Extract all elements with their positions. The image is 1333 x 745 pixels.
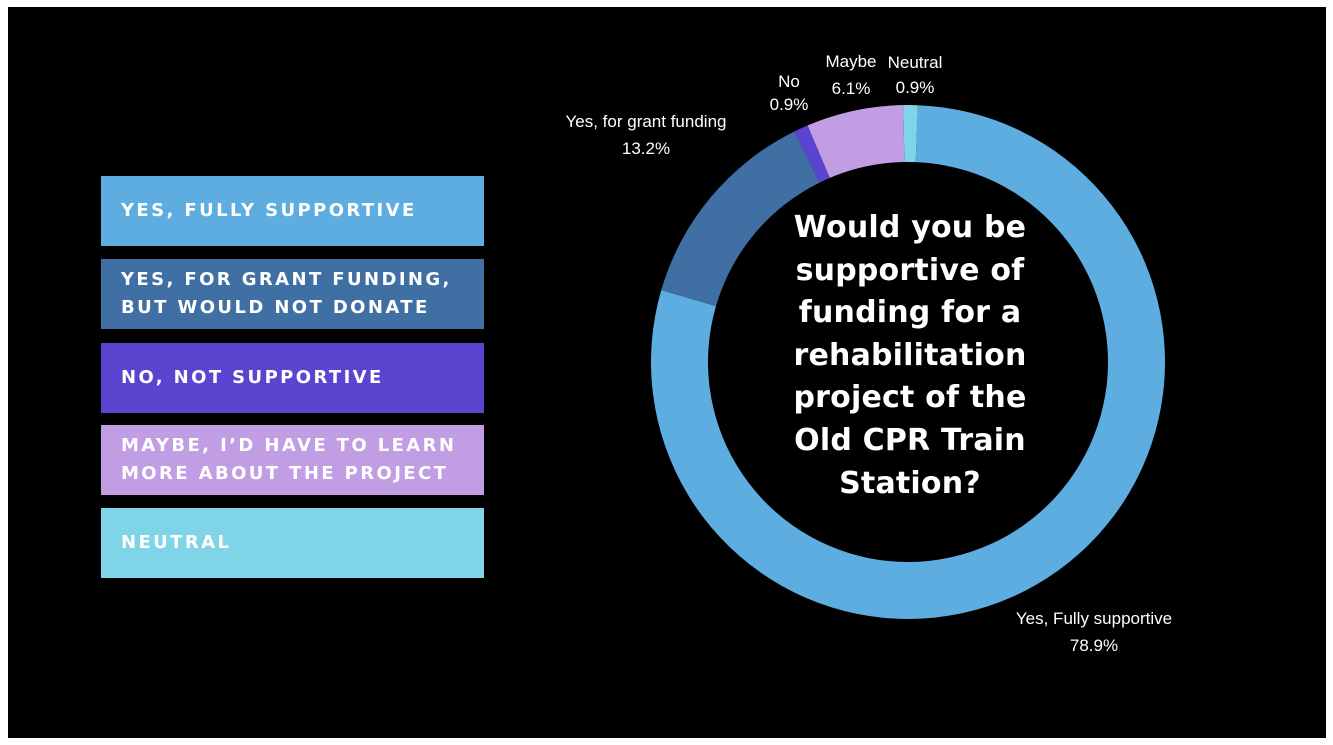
label-fully-supportive-name: Yes, Fully supportive (1016, 609, 1172, 628)
slice-no (794, 125, 830, 183)
legend-item-not-supportive: NO, NOT SUPPORTIVE (101, 343, 484, 413)
label-grant-funding-value: 13.2% (622, 139, 670, 158)
slice-neutral (903, 104, 918, 163)
label-maybe-name: Maybe (825, 52, 876, 71)
label-maybe-value: 6.1% (832, 79, 871, 98)
legend-item-maybe: MAYBE, I’D HAVE TO LEARN MORE ABOUT THE … (101, 425, 484, 495)
label-no-name: No (778, 72, 800, 91)
legend-item-grant-funding: YES, FOR GRANT FUNDING, BUT WOULD NOT DO… (101, 259, 484, 329)
legend-item-fully-supportive: YES, FULLY SUPPORTIVE (101, 176, 484, 246)
label-no-value: 0.9% (770, 95, 809, 114)
label-neutral-name: Neutral (888, 53, 943, 72)
label-grant-funding-name: Yes, for grant funding (566, 112, 727, 131)
chart-title: Would you be supportive of funding for a… (793, 210, 1027, 501)
slice-maybe (807, 105, 905, 178)
label-neutral-value: 0.9% (896, 78, 935, 97)
label-fully-supportive-value: 78.9% (1070, 636, 1118, 655)
legend-item-neutral: NEUTRAL (101, 508, 484, 578)
donut-slices (650, 104, 1166, 619)
slice-labels: Yes, Fully supportive 78.9% Yes, for gra… (566, 52, 1173, 655)
slice-grant (661, 131, 820, 307)
